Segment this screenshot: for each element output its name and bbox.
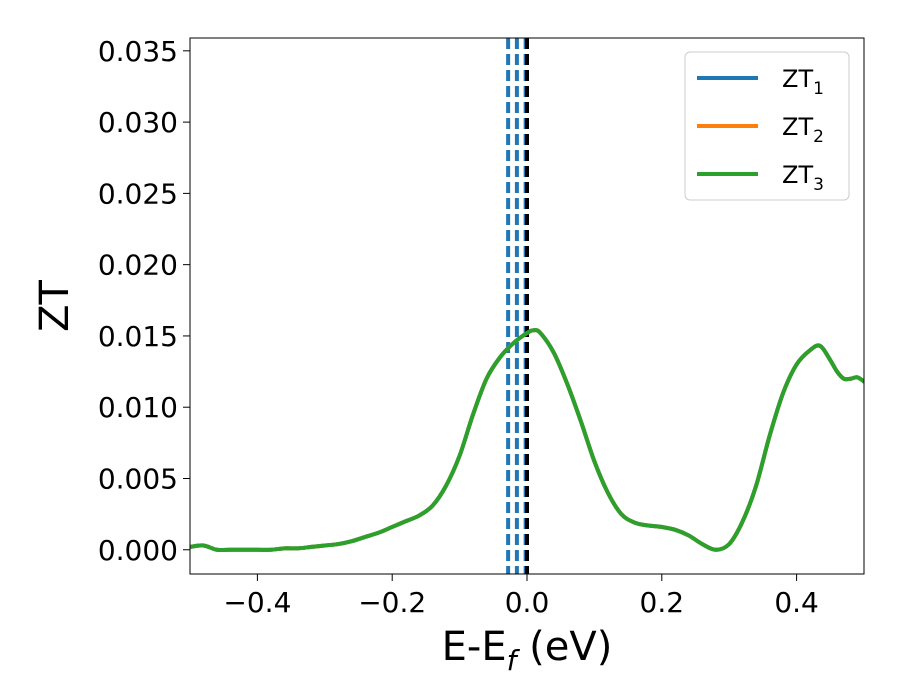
legend-label-zt1: ZT1 <box>782 65 824 99</box>
x-tick-label: 0.0 <box>505 586 550 619</box>
legend-label-zt2: ZT2 <box>782 113 824 147</box>
y-tick-label: 0.020 <box>98 249 178 282</box>
x-tick-label: 0.2 <box>640 586 685 619</box>
x-axis-label-unit: (eV) <box>516 624 612 670</box>
y-tick-label: 0.025 <box>98 177 178 210</box>
y-tick-label: 0.035 <box>98 35 178 68</box>
x-tick-label: 0.4 <box>774 586 819 619</box>
y-tick-label: 0.010 <box>98 391 178 424</box>
x-axis-label-main: E-E <box>442 624 507 670</box>
y-tick-label: 0.005 <box>98 462 178 495</box>
x-tick-label: −0.4 <box>223 586 291 619</box>
series-lines <box>190 328 864 553</box>
reference-lines <box>506 38 529 574</box>
y-axis-label: ZT <box>32 280 78 332</box>
x-axis: −0.4 −0.2 0.0 0.2 0.4 <box>223 574 819 619</box>
series-line-zt3 <box>190 328 864 553</box>
y-tick-label: 0.000 <box>98 534 178 567</box>
y-tick-label: 0.030 <box>98 106 178 139</box>
x-axis-label: E-Ef (eV) <box>442 624 613 677</box>
legend: ZT1 ZT2 ZT3 <box>684 51 850 201</box>
y-axis: 0.000 0.005 0.010 0.015 0.020 0.025 0.030 0.035 <box>98 35 190 567</box>
legend-box <box>684 51 850 201</box>
x-tick-label: −0.2 <box>358 586 426 619</box>
legend-label-zt3: ZT3 <box>782 161 824 195</box>
y-tick-label: 0.015 <box>98 320 178 353</box>
